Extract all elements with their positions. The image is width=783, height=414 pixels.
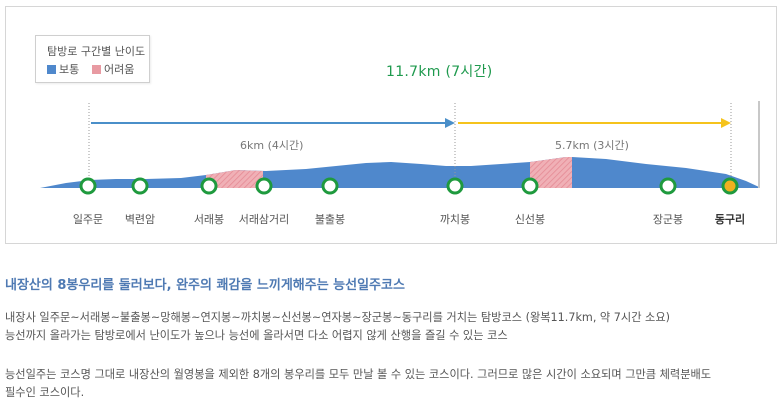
mountain-hard-area-1 (206, 170, 263, 188)
description-line: 내장사 일주문~서래봉~불출봉~망해봉~연지봉~까치봉~신선봉~연자봉~장군봉~… (5, 311, 670, 324)
segment-2-arrowhead (721, 118, 731, 128)
legend-label-normal: 보통 (59, 63, 80, 76)
total-distance-label: 11.7km (7시간) (386, 64, 493, 80)
peak-marker (255, 177, 273, 195)
course-title: 내장산의 8봉우리를 둘러보다, 완주의 쾌감을 느끼게해주는 능선일주코스 (5, 278, 405, 293)
difficulty-legend: 탐방로 구간별 난이도 보통 어려움 (35, 35, 150, 83)
peak-label: 신선봉 (514, 213, 546, 226)
peak-label: 까치봉 (439, 213, 471, 226)
course-description: 내장사 일주문~서래봉~불출봉~망해봉~연지봉~까치봉~신선봉~연자봉~장군봉~… (5, 309, 775, 345)
peak-marker (659, 177, 677, 195)
note-line: 능선일주는 코스명 그대로 내장산의 월영봉을 제외한 8개의 봉우리를 모두 … (5, 368, 712, 381)
note-line: 필수인 코스이다. (5, 386, 85, 399)
peak-label: 벽련암 (124, 213, 156, 226)
legend-item-hard: 어려움 (92, 61, 134, 77)
segment-1-label: 6km (4시간) (240, 139, 304, 152)
legend-item-normal: 보통 (47, 61, 79, 77)
peak-label: 장군봉 (652, 213, 684, 226)
description-line: 능선까지 올라가는 탐방로에서 난이도가 높으나 능선에 올라서면 다소 어렵지… (5, 329, 508, 342)
legend-swatch-hard (92, 65, 101, 74)
peak-label: 서래봉 (193, 213, 225, 226)
peak-marker (521, 177, 539, 195)
course-note: 능선일주는 코스명 그대로 내장산의 월영봉을 제외한 8개의 봉우리를 모두 … (5, 366, 775, 402)
legend-label-hard: 어려움 (104, 63, 135, 76)
peak-marker (446, 177, 464, 195)
legend-title: 탐방로 구간별 난이도 (47, 45, 146, 58)
mountain-hard-area-2 (530, 157, 572, 188)
peak-marker (200, 177, 218, 195)
peak-marker (321, 177, 339, 195)
peak-marker (79, 177, 97, 195)
course-diagram: 탐방로 구간별 난이도 보통 어려움 11.7km (7시간) 6km (4시간… (5, 6, 777, 244)
elevation-profile (40, 101, 760, 195)
peak-marker (131, 177, 149, 195)
legend-swatch-normal (47, 65, 56, 74)
segment-1-arrowhead (445, 118, 455, 128)
peak-label: 서래삼거리 (238, 213, 290, 226)
end-peak-marker (721, 177, 739, 195)
peak-label: 불출봉 (314, 213, 346, 226)
segment-2-label: 5.7km (3시간) (555, 139, 629, 152)
end-peak-label: 동구리 (714, 213, 746, 226)
peak-label: 일주문 (72, 213, 104, 226)
